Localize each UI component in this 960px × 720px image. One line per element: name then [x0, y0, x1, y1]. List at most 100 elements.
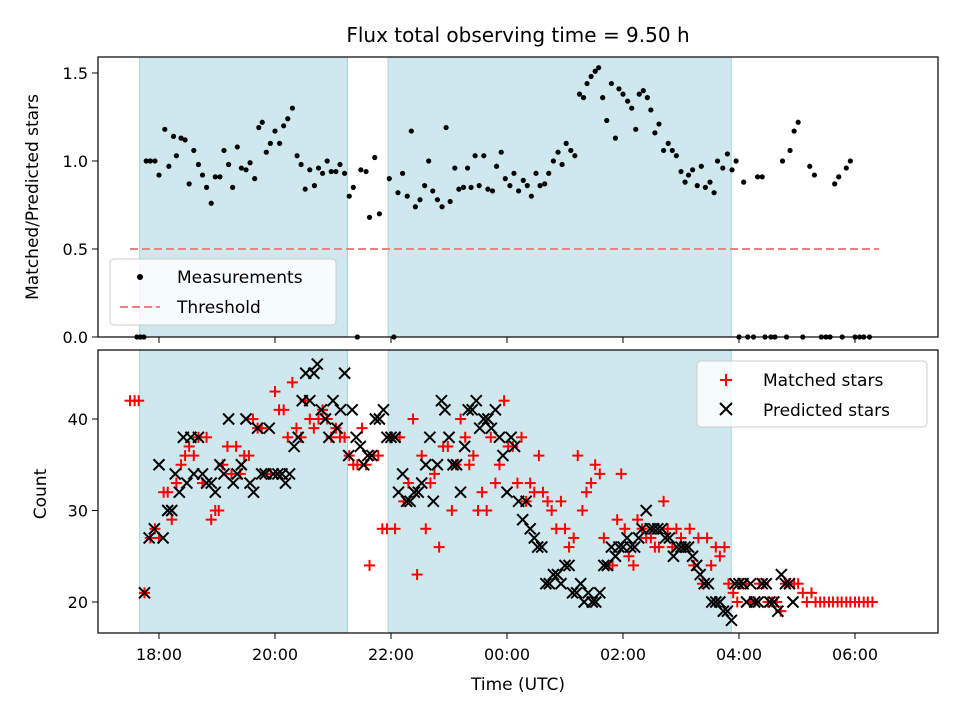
measurement-point — [702, 184, 708, 190]
measurement-point — [596, 65, 602, 71]
predicted-star-point — [725, 614, 738, 627]
matched-star-point — [623, 550, 635, 562]
matched-star-point — [670, 523, 682, 535]
measurement-point — [395, 190, 401, 196]
top-x-ticks — [158, 337, 856, 343]
matched-star-point — [308, 422, 320, 434]
measurement-point — [259, 119, 265, 125]
measurement-point — [267, 140, 273, 146]
measurement-point — [195, 161, 202, 168]
predicted-star-point — [384, 431, 398, 444]
x-tick-label: 22:00 — [368, 645, 414, 664]
x-tick-label: 00:00 — [484, 645, 530, 664]
matched-star-point — [442, 440, 454, 452]
measurement-point — [620, 91, 626, 97]
measurement-point — [759, 174, 765, 180]
matched-star-point — [701, 532, 713, 544]
matched-star-point — [467, 450, 479, 462]
bottom-plot-frame — [97, 349, 939, 634]
predicted-star-point — [589, 595, 602, 609]
matched-star-point — [705, 559, 717, 571]
predicted-star-point — [231, 467, 244, 481]
matched-star-point — [389, 523, 401, 535]
matched-star-point — [731, 596, 743, 608]
predicted-star-point — [783, 577, 796, 590]
measurement-point — [616, 86, 622, 92]
predicted-star-point — [365, 449, 379, 462]
measurement-point — [178, 135, 184, 141]
measurement-point — [272, 128, 278, 134]
measurement-point — [678, 168, 684, 175]
predicted-star-point — [373, 412, 386, 426]
measurement-point — [152, 158, 158, 164]
measurement-point — [572, 153, 578, 159]
measurement-point — [289, 105, 295, 111]
matched-star-point — [175, 459, 187, 471]
predicted-star-point — [303, 394, 317, 407]
predicted-star-point — [142, 531, 156, 545]
bottom-y-axis-label: Count — [31, 468, 51, 519]
predicted-star-point — [349, 431, 363, 444]
measurement-point — [661, 147, 667, 154]
measurement-point — [408, 128, 414, 134]
matched-star-point — [166, 514, 178, 526]
bottom-y-tick-label: 30 — [68, 502, 88, 521]
matched-star-point — [411, 569, 423, 581]
x-axis-label: Time (UTC) — [470, 675, 565, 695]
predicted-star-point — [251, 421, 264, 435]
predicted-star-point — [192, 431, 205, 444]
measurement-point — [230, 184, 236, 190]
measurement-point — [238, 165, 244, 171]
legend-matched-marker — [720, 374, 732, 386]
matched-star-point — [282, 431, 294, 443]
measurement-point — [665, 140, 671, 146]
measurement-point — [711, 190, 717, 196]
measurement-point — [439, 204, 445, 210]
x-tick-label: 06:00 — [832, 645, 878, 664]
predicted-star-point — [632, 531, 645, 545]
matched-star-point — [714, 550, 726, 562]
predicted-star-point — [713, 595, 727, 609]
matched-star-point — [476, 486, 488, 498]
predicted-star-point — [173, 485, 186, 499]
measurement-point — [714, 158, 721, 164]
predicted-star-point — [243, 476, 257, 490]
measurement-point — [485, 186, 491, 192]
observing-window-shade — [387, 56, 732, 338]
measurement-point — [502, 176, 508, 182]
predicted-star-point — [235, 458, 248, 471]
predicted-star-point — [427, 495, 440, 508]
top-panel: 0.0 0.5 1.0 1.5 Matched/Predicted stars Mea… — [23, 56, 939, 347]
matched-star-point — [339, 431, 351, 443]
predicted-star-point — [423, 431, 437, 444]
matched-star-point — [463, 459, 475, 471]
measurement-point — [724, 151, 731, 157]
matched-star-point — [572, 450, 584, 462]
predicted-star-point — [477, 412, 491, 426]
predicted-star-point — [767, 595, 781, 609]
top-plot-frame — [97, 56, 939, 338]
measurement-point — [498, 149, 504, 155]
measurement-point — [481, 153, 487, 159]
matched-star-point — [568, 532, 580, 544]
observing-window-shade — [387, 349, 732, 634]
matched-star-point — [455, 413, 467, 425]
predicted-star-point — [326, 394, 340, 407]
matched-star-point — [372, 450, 384, 462]
predicted-star-point — [760, 577, 773, 590]
legend-measurements-label: Measurements — [177, 268, 303, 288]
predicted-star-point — [663, 531, 676, 545]
measurement-point — [520, 177, 526, 183]
measurement-point — [186, 181, 192, 187]
chart-title: Flux total observing time = 9.50 h — [346, 23, 689, 47]
matched-star-point — [493, 459, 505, 471]
predicted-star-point — [528, 531, 541, 545]
matched-star-point — [559, 523, 571, 535]
predicted-star-point — [709, 595, 723, 609]
measurement-point — [417, 197, 423, 203]
measurement-point — [400, 170, 406, 176]
predicted-star-point — [454, 485, 467, 499]
predicted-star-point — [558, 559, 572, 572]
measurement-point — [285, 116, 291, 122]
